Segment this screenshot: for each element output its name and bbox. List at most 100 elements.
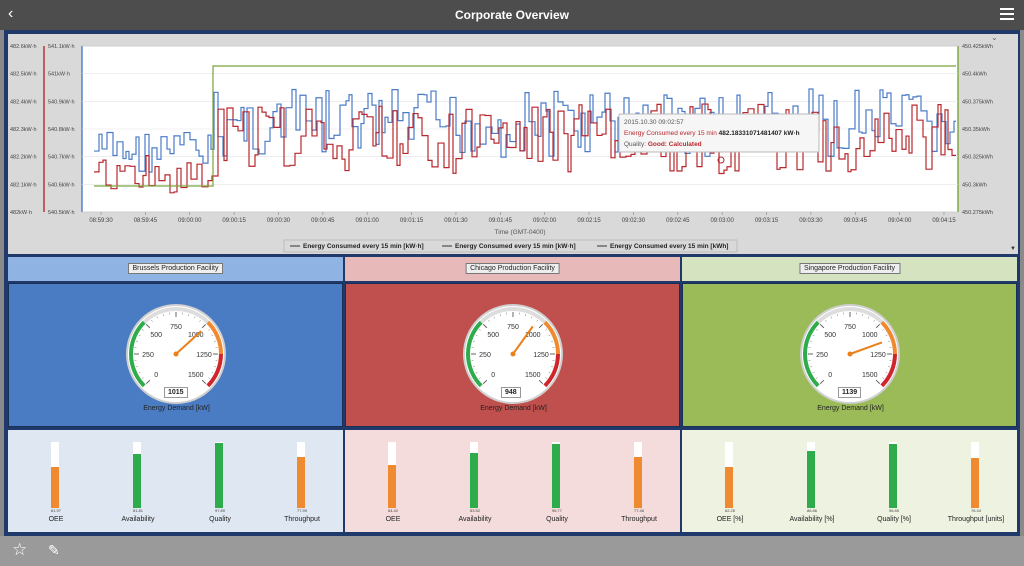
series-line-green — [94, 65, 956, 187]
star-icon[interactable]: ☆ — [12, 540, 28, 559]
gauge-tick — [538, 379, 544, 385]
gauge-tick — [188, 313, 190, 317]
kpi-bar-label: Quality — [546, 516, 568, 523]
gauge-tick-label: 1000 — [525, 332, 541, 339]
facility-header: Chicago Production Facility — [345, 257, 680, 281]
gauge-tick — [548, 334, 551, 337]
gauge-tick — [193, 316, 196, 319]
gauge-tick — [836, 313, 838, 317]
x-tick-label: 09:03:45 — [844, 218, 868, 224]
kpi-bar: 77.99 Throughput — [262, 430, 342, 532]
y-tick-label-right: 450.3kWh — [962, 182, 987, 188]
kpi-bar-label: Availability — [458, 516, 492, 523]
gauge-tick — [208, 377, 211, 379]
gauge-neutral-band — [142, 307, 210, 324]
gauge-tick — [545, 329, 548, 331]
gauge-tick — [488, 319, 490, 322]
y-tick-label-a: 482.1kW·h — [10, 182, 37, 188]
kpi-bar-value: 96.77 — [551, 508, 562, 513]
kpi-bar: 81.81 Availability — [98, 430, 178, 532]
facility-name-button[interactable]: Chicago Production Facility — [465, 263, 560, 274]
x-tick-label: 09:03:00 — [710, 218, 734, 224]
gauge-tick — [812, 334, 815, 337]
y-tick-label-b: 541.1kW·h — [48, 44, 75, 50]
gauge-tick — [825, 319, 827, 322]
gauge-tick — [156, 316, 159, 319]
gauge-tick — [525, 313, 527, 317]
gauge-tick — [548, 371, 551, 374]
kpi-bar-fill — [215, 443, 223, 508]
gauge-tick-label: 1000 — [862, 332, 878, 339]
energy-chart-panel: 482.6kW·h 541.1kW·h 450.425kWh 482.5kW·h 541… — [8, 34, 1018, 254]
gauge-tick-label: 250 — [479, 352, 491, 359]
gauge-tick — [809, 366, 813, 368]
gauge-tick-label: 750 — [170, 324, 182, 331]
gauge-tick — [478, 377, 481, 379]
x-tick-label: 08:59:30 — [89, 218, 113, 224]
kpi-bar: 77.46 Throughput — [599, 430, 679, 532]
gauge-tick — [138, 334, 141, 337]
back-chevron-icon[interactable]: ‹ — [8, 5, 14, 22]
gauge-tick — [887, 340, 891, 342]
x-tick-label: 08:59:45 — [134, 218, 158, 224]
hamburger-menu-icon[interactable] — [1000, 8, 1014, 20]
gauge-tick-label: 250 — [142, 352, 154, 359]
gauge-tick — [211, 334, 214, 337]
x-tick-label: 09:01:00 — [356, 218, 380, 224]
kpi-bar-value: 83.52 — [469, 508, 480, 513]
chevron-down-icon[interactable]: ⌄ — [991, 34, 998, 42]
kpi-bar-fill — [552, 444, 560, 508]
chart-tooltip: 2015.10.30 09:02:57 Energy Consumed every… — [618, 113, 820, 153]
gauge-hub — [847, 351, 853, 357]
kpi-bar-fill — [470, 452, 478, 508]
gauge-tick — [475, 334, 478, 337]
tooltip-box — [618, 113, 820, 153]
gauge-tick — [499, 313, 501, 317]
y-tick-label-right: 450.275kWh — [962, 210, 993, 216]
kpi-bar-value: 96.85 — [888, 508, 899, 513]
y-tick-label-b: 540.9kW·h — [48, 99, 75, 105]
y-tick-label-b: 541kW·h — [48, 72, 70, 78]
gauge-tick — [213, 366, 217, 368]
kpi-bar-fill — [297, 456, 305, 508]
facility-name-button[interactable]: Singapore Production Facility — [798, 263, 901, 274]
tooltip-time: 2015.10.30 09:02:57 — [624, 119, 684, 126]
gauge-needle — [175, 330, 202, 355]
gauge-tick — [882, 377, 885, 379]
gauge-tick-label: 500 — [150, 332, 162, 339]
gauge-hub — [510, 351, 516, 357]
kpi-bar-value: 81.81 — [132, 508, 143, 513]
tooltip-quality: Quality: Good: Calculated — [624, 141, 702, 148]
facility-header: Singapore Production Facility — [682, 257, 1017, 281]
kpi-bar-value: 61.97 — [50, 508, 61, 513]
gauge-tick — [875, 379, 881, 385]
gauge-tick-label: 1250 — [196, 352, 212, 359]
gauge-neutral-band — [479, 307, 547, 324]
kpi-bars-panel: 64.42 OEE 83.52 Availability 96.77 Quality 77.… — [345, 430, 680, 532]
energy-chart[interactable]: 482.6kW·h 541.1kW·h 450.425kWh 482.5kW·h 541… — [8, 34, 1018, 254]
top-bar: ‹ Corporate Overview — [0, 0, 1024, 30]
gauge-green-band — [803, 320, 820, 388]
gauge-readout: 1139 — [838, 387, 862, 398]
gauge-orange-band — [880, 320, 897, 355]
scroll-down-icon[interactable]: ▼ — [1010, 246, 1016, 252]
gauge-tick — [809, 340, 813, 342]
kpi-bar-value: 97.89 — [214, 508, 225, 513]
gauge-green-band — [129, 320, 146, 388]
gauge-tick — [536, 319, 538, 322]
gauge-tick — [482, 379, 488, 385]
pencil-icon[interactable]: ✎ — [48, 542, 60, 558]
y-tick-label-right: 450.425kWh — [962, 44, 993, 50]
gauge-tick — [875, 323, 881, 329]
facility-name-button[interactable]: Brussels Production Facility — [127, 263, 224, 274]
kpi-bar-label: Quality — [209, 516, 231, 523]
kpi-bar: 76.44 Throughput [units] — [936, 430, 1016, 532]
kpi-bar-label: Quality [%] — [877, 516, 911, 523]
gauge-tick — [885, 334, 888, 337]
gauge-tick — [482, 323, 488, 329]
x-tick-label: 09:02:30 — [622, 218, 646, 224]
kpi-bar-fill — [634, 456, 642, 508]
y-tick-label-right: 450.325kWh — [962, 155, 993, 161]
gauge-hub — [173, 351, 179, 357]
gauge-readout: 1015 — [164, 387, 188, 398]
